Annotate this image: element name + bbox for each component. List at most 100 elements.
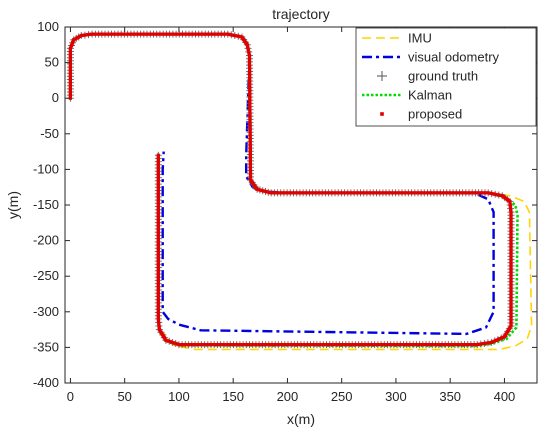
proposed-point: [182, 343, 186, 347]
proposed-point: [156, 214, 160, 218]
y-tick-label: -400: [33, 375, 59, 390]
proposed-point: [143, 32, 147, 36]
proposed-point: [218, 32, 222, 36]
proposed-point: [233, 343, 237, 347]
proposed-point: [156, 230, 160, 234]
proposed-point: [248, 149, 252, 153]
legend-swatch: [380, 112, 384, 116]
y-tick-label: -250: [33, 268, 59, 283]
proposed-point: [93, 32, 97, 36]
proposed-point: [210, 32, 214, 36]
proposed-point: [156, 176, 160, 180]
x-tick-label: 350: [439, 389, 461, 404]
proposed-point: [156, 222, 160, 226]
proposed-point: [248, 116, 252, 120]
proposed-point: [156, 237, 160, 241]
proposed-point: [222, 343, 226, 347]
proposed-point: [509, 236, 513, 240]
proposed-point: [374, 343, 378, 347]
proposed-point: [509, 213, 513, 217]
proposed-point: [156, 298, 160, 302]
proposed-point: [156, 182, 160, 186]
ticks-layer: 0 50 100 150 200 250 300 350 400 -400 -350 -300 -250…: [33, 19, 537, 404]
y-tick-label: -350: [33, 339, 59, 354]
proposed-point: [194, 32, 198, 36]
proposed-point: [156, 160, 160, 164]
proposed-point: [212, 343, 216, 347]
proposed-point: [235, 343, 239, 347]
proposed-point: [509, 292, 513, 296]
x-tick-label: 100: [168, 389, 190, 404]
chart-title: trajectory: [272, 6, 330, 22]
x-tick-label: 200: [277, 389, 299, 404]
proposed-point: [248, 141, 252, 145]
proposed-point: [68, 87, 72, 91]
proposed-point: [509, 228, 513, 232]
proposed-point: [203, 343, 207, 347]
legend-item-kalman: Kalman: [362, 88, 452, 103]
proposed-point: [180, 343, 184, 347]
proposed-point: [195, 343, 199, 347]
legend-box: [355, 27, 537, 127]
legend-label: IMU: [408, 31, 432, 46]
x-tick-label: 250: [331, 389, 353, 404]
y-tick-label: 100: [37, 19, 59, 34]
proposed-point: [156, 177, 160, 181]
proposed-point: [68, 77, 72, 81]
proposed-point: [196, 343, 200, 347]
proposed-point: [220, 343, 224, 347]
legend-item-imu: IMU: [362, 31, 432, 46]
proposed-point: [156, 229, 160, 233]
proposed-point: [156, 180, 160, 185]
y-tick-label: 50: [45, 55, 59, 70]
y-axis-title: y(m): [5, 191, 21, 219]
proposed-point: [202, 32, 206, 36]
proposed-point: [227, 343, 231, 347]
proposed-point: [509, 244, 513, 248]
proposed-point: [81, 33, 85, 37]
y-tick-label: -100: [33, 161, 59, 176]
proposed-point: [185, 343, 189, 347]
proposed-point: [450, 343, 454, 347]
legend-label: visual odometry: [408, 50, 500, 65]
proposed-point: [187, 343, 191, 347]
proposed-point: [225, 343, 229, 347]
proposed-point: [248, 165, 252, 169]
x-tick-label: 150: [222, 389, 244, 404]
proposed-point: [248, 124, 252, 128]
proposed-point: [156, 190, 160, 194]
series-layer: [66, 30, 533, 351]
proposed-point: [156, 209, 160, 213]
proposed-point: [248, 100, 252, 104]
proposed-point: [156, 161, 160, 165]
proposed-point: [151, 32, 155, 36]
x-tick-label: 50: [117, 389, 131, 404]
proposed-point: [68, 69, 72, 73]
proposed-point: [247, 57, 252, 61]
proposed-point: [68, 53, 72, 57]
proposed-point: [227, 32, 231, 36]
proposed-point: [248, 132, 252, 136]
series-proposed-markers: [68, 32, 513, 347]
proposed-point: [156, 238, 160, 242]
proposed-point: [156, 243, 160, 247]
proposed-point: [156, 192, 160, 196]
proposed-point: [248, 84, 252, 88]
x-axis-title: x(m): [287, 411, 315, 427]
proposed-point: [184, 32, 188, 36]
proposed-point: [509, 220, 513, 224]
proposed-point: [251, 343, 255, 347]
proposed-point: [156, 198, 160, 202]
proposed-point: [156, 169, 160, 173]
proposed-point: [156, 221, 160, 225]
proposed-point: [176, 32, 180, 36]
proposed-point: [119, 32, 123, 36]
proposed-point: [127, 32, 131, 36]
proposed-point: [156, 245, 160, 249]
proposed-point: [509, 252, 513, 256]
proposed-point: [156, 251, 160, 255]
legend-label: ground truth: [408, 69, 478, 84]
y-tick-label: -150: [33, 197, 59, 212]
proposed-point: [219, 343, 223, 347]
